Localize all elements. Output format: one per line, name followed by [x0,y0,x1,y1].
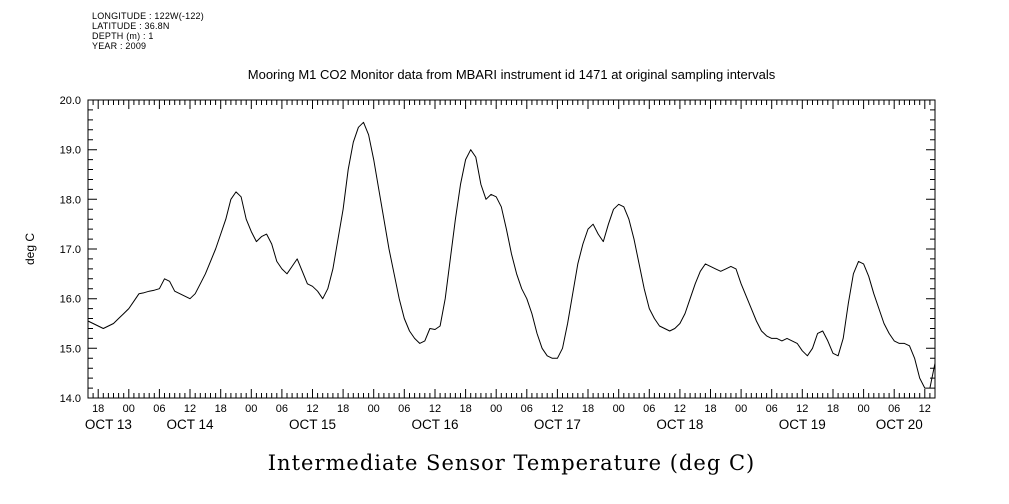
x-tick-label: 06 [276,403,288,415]
x-date-label: OCT 19 [779,417,826,432]
x-tick-label: 12 [429,403,441,415]
x-tick-label: 00 [490,403,502,415]
x-tick-label: 18 [215,403,227,415]
x-tick-label: 06 [766,403,778,415]
y-tick-label: 15.0 [60,343,81,355]
x-tick-label: 00 [735,403,747,415]
x-tick-label: 00 [857,403,869,415]
x-tick-label: 12 [306,403,318,415]
x-tick-label: 00 [245,403,257,415]
y-tick-label: 19.0 [60,145,81,157]
x-tick-label: 18 [827,403,839,415]
x-tick-label: 00 [613,403,625,415]
x-tick-label: 18 [337,403,349,415]
x-tick-label: 12 [919,403,931,415]
x-tick-label: 06 [153,403,165,415]
x-tick-label: 06 [643,403,655,415]
temperature-line [87,121,936,389]
x-tick-label: 18 [704,403,716,415]
x-tick-label: 18 [582,403,594,415]
x-tick-label: 00 [368,403,380,415]
y-tick-label: 14.0 [60,393,81,405]
axis-ticks [87,99,936,399]
meta-year: YEAR : 2009 [92,41,147,51]
y-tick-label: 17.0 [60,244,81,256]
x-tick-label: 18 [459,403,471,415]
metadata-block: LONGITUDE : 122W(-122) LATITUDE : 36.8N … [92,11,204,51]
chart-title: Mooring M1 CO2 Monitor data from MBARI i… [247,67,776,82]
y-tick-label: 20.0 [60,95,81,107]
x-date-label: OCT 13 [85,417,132,432]
y-tick-label: 18.0 [60,194,81,206]
x-tick-label: 12 [674,403,686,415]
x-tick-label: 12 [796,403,808,415]
x-tick-label: 18 [92,403,104,415]
x-date-label: OCT 18 [656,417,703,432]
x-date-label: OCT 20 [876,417,923,432]
x-tick-label: 12 [184,403,196,415]
bottom-title: Intermediate Sensor Temperature (deg C) [267,451,756,475]
x-tick-label: 06 [398,403,410,415]
meta-longitude: LONGITUDE : 122W(-122) [92,11,204,21]
x-tick-label: 06 [888,403,900,415]
x-date-label: OCT 17 [534,417,581,432]
x-tick-label: 00 [123,403,135,415]
x-tick-label: 06 [521,403,533,415]
x-date-label: OCT 15 [289,417,336,432]
x-date-label: OCT 14 [166,417,214,432]
plot-frame [87,99,936,399]
meta-depth: DEPTH (m) : 1 [92,31,154,41]
x-date-label: OCT 16 [411,417,458,432]
y-tick-label: 16.0 [60,294,81,306]
x-tick-label: 12 [551,403,563,415]
meta-latitude: LATITUDE : 36.8N [92,21,170,31]
